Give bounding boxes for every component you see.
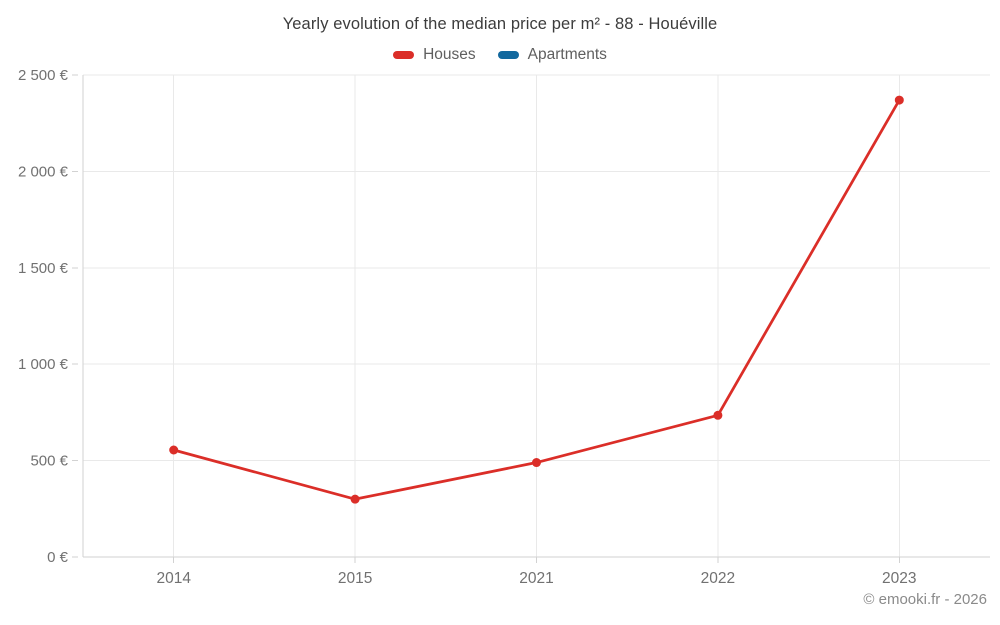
chart-title: Yearly evolution of the median price per… (282, 15, 718, 33)
legend-label-apartments: Apartments (527, 46, 607, 63)
y-tick-label: 1 500 € (18, 260, 69, 277)
x-tick-label: 2022 (701, 570, 735, 587)
data-point-houses[interactable] (350, 494, 360, 504)
x-tick-label: 2021 (519, 570, 553, 587)
y-tick-label: 1 000 € (18, 356, 69, 373)
y-tick-label: 2 500 € (18, 67, 69, 84)
credit-text: © emooki.fr - 2026 (863, 591, 987, 608)
data-point-houses[interactable] (532, 458, 541, 468)
houses-series-swatch-icon (393, 51, 415, 59)
data-point-houses[interactable] (169, 445, 179, 455)
y-tick-label: 0 € (47, 549, 69, 566)
legend-label-houses: Houses (423, 46, 476, 63)
legend: Houses Apartments (0, 46, 1000, 64)
y-tick-label: 2 000 € (18, 163, 69, 180)
data-point-houses[interactable] (894, 95, 904, 105)
x-tick-label: 2023 (882, 570, 916, 587)
y-tick-label: 500 € (30, 453, 68, 470)
legend-item-houses[interactable]: Houses (393, 46, 476, 64)
x-tick-label: 2014 (156, 570, 191, 587)
legend-item-apartments[interactable]: Apartments (497, 46, 607, 64)
data-point-houses[interactable] (713, 410, 723, 420)
apartments-series-swatch-icon (497, 51, 519, 59)
x-tick-label: 2015 (338, 570, 372, 587)
